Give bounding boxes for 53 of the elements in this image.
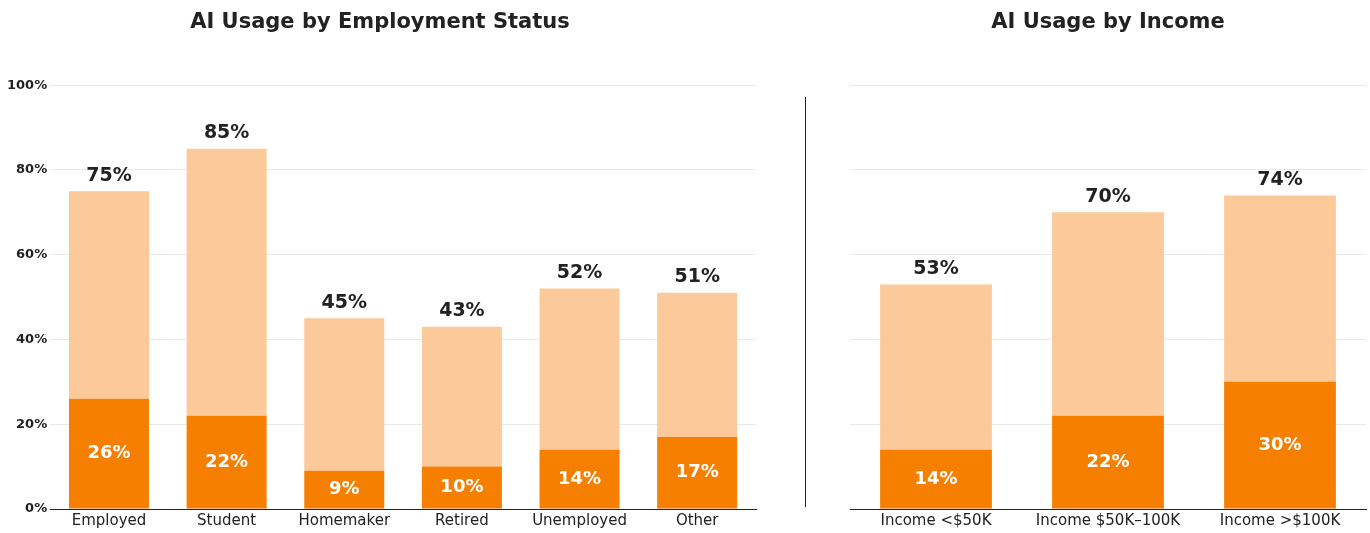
total-label: 43%: [439, 298, 485, 321]
x-tick-label: Income $50K–100K: [1035, 510, 1182, 529]
y-tick-label: 20%: [16, 415, 48, 431]
total-label: 75%: [86, 162, 132, 185]
x-tick-label: Income >$100K: [1219, 510, 1342, 529]
bar: [1052, 212, 1164, 416]
bar: [539, 449, 620, 509]
y-tick-label: 60%: [16, 246, 48, 262]
x-tick-label: Employed: [71, 510, 147, 529]
bar: [304, 318, 385, 471]
bar: [880, 284, 992, 450]
bar: [186, 148, 267, 416]
data-label: 30%: [1258, 432, 1302, 454]
y-tick-label: 80%: [16, 161, 48, 177]
bar: [657, 292, 738, 437]
data-label: 17%: [675, 460, 719, 482]
data-label: 26%: [87, 441, 131, 463]
bar: [539, 288, 620, 450]
total-label: 53%: [913, 255, 959, 278]
bar: [1052, 415, 1164, 509]
total-label: 51%: [674, 264, 720, 287]
data-label: 14%: [914, 466, 958, 488]
total-label: 70%: [1085, 183, 1131, 206]
bar: [657, 436, 738, 509]
bar: [880, 449, 992, 509]
total-label: 45%: [321, 289, 367, 312]
bar: [68, 398, 149, 509]
data-label: 9%: [328, 477, 360, 499]
total-label: 74%: [1257, 166, 1303, 189]
bar: [1224, 195, 1336, 382]
data-label: 22%: [1086, 449, 1130, 471]
y-tick-label: 40%: [16, 330, 48, 346]
data-label: 14%: [557, 466, 602, 488]
bar: [68, 191, 149, 399]
x-tick-label: Other: [675, 510, 720, 529]
bar: [421, 466, 502, 509]
x-tick-label: Income <$50K: [880, 510, 993, 529]
y-tick-label: 100%: [6, 76, 48, 92]
chart-title: AI Usage by Income: [991, 9, 1225, 34]
x-tick-label: Student: [197, 510, 257, 529]
y-tick-label: 0%: [25, 500, 48, 516]
total-label: 85%: [203, 120, 250, 143]
data-label: 10%: [440, 475, 484, 497]
bar: [186, 415, 267, 509]
x-tick-label: Retired: [435, 510, 489, 529]
chart-title: AI Usage by Employment Status: [190, 9, 570, 34]
bar: [421, 326, 502, 467]
data-label: 22%: [205, 449, 249, 471]
total-label: 52%: [556, 260, 603, 283]
bar: [304, 470, 385, 509]
bar: [1224, 381, 1336, 509]
x-tick-label: Unemployed: [532, 510, 627, 529]
x-tick-label: Homemaker: [298, 510, 391, 529]
